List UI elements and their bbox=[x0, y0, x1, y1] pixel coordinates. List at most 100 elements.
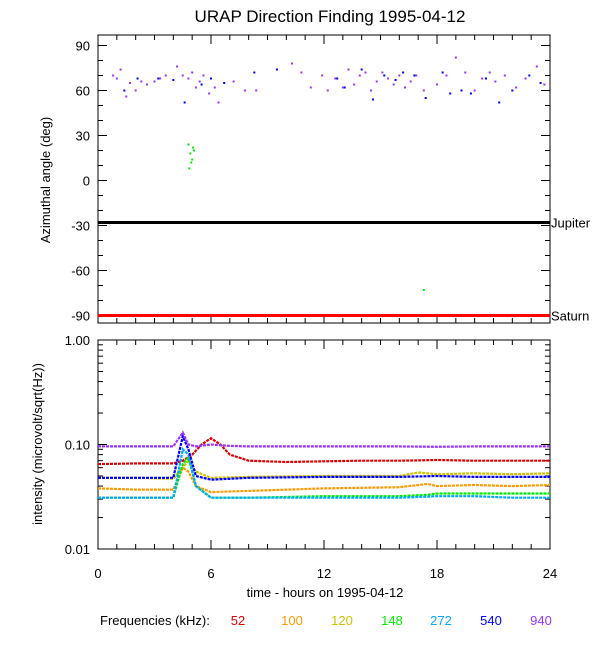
point-940 bbox=[194, 86, 197, 89]
point-540 bbox=[441, 71, 444, 74]
point-540 bbox=[528, 74, 531, 77]
point-148 bbox=[422, 289, 425, 291]
legend-label: Frequencies (kHz): bbox=[100, 613, 210, 628]
point-940 bbox=[436, 83, 438, 86]
y-tick-label-direction: -90 bbox=[71, 309, 90, 324]
point-148 bbox=[188, 167, 191, 170]
point-940 bbox=[415, 74, 418, 77]
y-tick-label-direction: 0 bbox=[83, 174, 90, 189]
y-tick-label-intensity: 0.01 bbox=[65, 542, 90, 557]
point-940 bbox=[387, 77, 390, 80]
point-540 bbox=[413, 74, 416, 77]
point-540 bbox=[360, 68, 363, 71]
point-940 bbox=[159, 77, 162, 80]
point-940 bbox=[232, 80, 235, 83]
point-940 bbox=[403, 86, 406, 89]
legend-entry-148: 148 bbox=[381, 613, 403, 628]
point-940 bbox=[119, 68, 122, 71]
series-line-100 bbox=[97, 466, 551, 494]
point-940 bbox=[334, 77, 337, 80]
point-148 bbox=[189, 152, 192, 155]
point-148 bbox=[190, 161, 193, 164]
point-940 bbox=[422, 89, 425, 92]
point-940 bbox=[364, 71, 367, 74]
point-540 bbox=[469, 92, 472, 95]
point-540 bbox=[449, 92, 452, 95]
point-940 bbox=[398, 74, 401, 77]
point-940 bbox=[255, 89, 258, 92]
point-540 bbox=[539, 82, 542, 84]
frequency-legend: Frequencies (kHz): 52 100 120 148 272 540 940 bbox=[100, 613, 552, 628]
y-tick-label-direction: 30 bbox=[76, 129, 90, 144]
point-540 bbox=[336, 77, 339, 80]
point-540 bbox=[123, 89, 126, 92]
point-540 bbox=[484, 77, 487, 80]
point-940 bbox=[198, 80, 201, 83]
point-940 bbox=[535, 65, 538, 68]
point-540 bbox=[200, 83, 203, 86]
y-axis-label-intensity: intensity (microvolt/sqrt(Hz)) bbox=[30, 363, 45, 525]
point-940 bbox=[341, 86, 344, 89]
point-940 bbox=[243, 89, 246, 92]
legend-entry-52: 52 bbox=[231, 613, 245, 628]
y-tick-label-intensity: 0.10 bbox=[65, 438, 90, 453]
point-148 bbox=[192, 146, 195, 149]
point-540 bbox=[136, 77, 139, 80]
point-540 bbox=[275, 68, 278, 71]
point-940 bbox=[464, 71, 467, 74]
x-axis-label: time - hours on 1995-04-12 bbox=[247, 585, 404, 600]
point-540 bbox=[253, 71, 256, 74]
y-tick-label-direction: 60 bbox=[76, 84, 90, 99]
point-940 bbox=[309, 86, 312, 89]
point-940 bbox=[454, 56, 457, 59]
point-940 bbox=[153, 80, 156, 83]
point-540 bbox=[511, 89, 514, 92]
point-540 bbox=[210, 77, 212, 80]
series-line-272 bbox=[98, 447, 550, 499]
intensity-panel: 1.00 0.10 0.01 0 6 12 18 24 bbox=[65, 333, 558, 581]
point-540 bbox=[343, 86, 346, 89]
y-axis-label-direction: Azimuthal angle (deg) bbox=[38, 117, 53, 243]
point-940 bbox=[326, 89, 329, 92]
point-940 bbox=[187, 77, 190, 80]
point-540 bbox=[394, 79, 397, 81]
point-148 bbox=[191, 158, 194, 161]
chart-title: URAP Direction Finding 1995-04-12 bbox=[195, 7, 466, 26]
ref-label-saturn: Saturn bbox=[551, 309, 589, 324]
point-940 bbox=[358, 74, 361, 77]
point-540 bbox=[371, 98, 374, 101]
point-540 bbox=[183, 101, 186, 104]
x-tick-label: 24 bbox=[543, 566, 557, 581]
point-940 bbox=[164, 74, 167, 77]
direction-panel: 90 60 30 0 -30 -60 -90 Jupiter Saturn bbox=[71, 34, 591, 324]
point-540 bbox=[460, 89, 463, 92]
point-540 bbox=[498, 101, 501, 104]
point-940 bbox=[353, 83, 356, 86]
point-940 bbox=[445, 74, 448, 77]
point-940 bbox=[129, 82, 132, 84]
point-940 bbox=[112, 74, 115, 77]
legend-entry-940: 940 bbox=[530, 613, 552, 628]
y-tick-label-direction: -60 bbox=[71, 264, 90, 279]
point-940 bbox=[381, 71, 384, 74]
series-line-52 bbox=[97, 436, 550, 466]
point-940 bbox=[321, 74, 324, 77]
legend-entry-272: 272 bbox=[430, 613, 452, 628]
point-940 bbox=[473, 89, 476, 92]
point-940 bbox=[481, 77, 484, 80]
point-940 bbox=[543, 83, 546, 86]
point-940 bbox=[375, 80, 378, 83]
point-940 bbox=[202, 74, 205, 77]
point-540 bbox=[424, 97, 427, 99]
point-540 bbox=[223, 82, 226, 84]
x-tick-label: 6 bbox=[207, 566, 214, 581]
point-940 bbox=[524, 77, 527, 80]
point-940 bbox=[140, 80, 143, 83]
point-540 bbox=[402, 71, 405, 74]
legend-entry-100: 100 bbox=[281, 613, 303, 628]
point-940 bbox=[181, 74, 184, 77]
x-tick-label: 12 bbox=[317, 566, 331, 581]
ref-label-jupiter: Jupiter bbox=[551, 216, 591, 231]
point-148 bbox=[187, 143, 190, 146]
